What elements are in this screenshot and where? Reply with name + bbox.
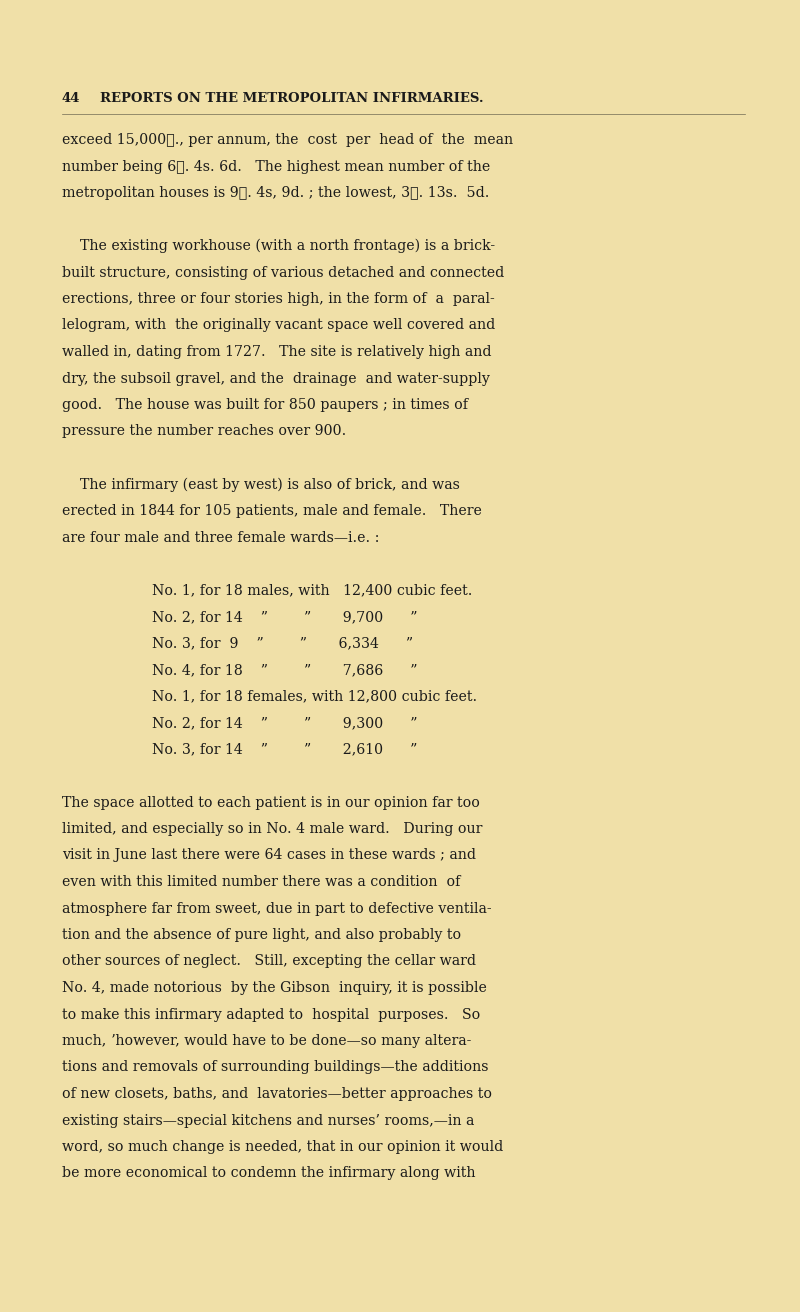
Text: erections, three or four stories high, in the form of  a  paral-: erections, three or four stories high, i… (62, 293, 494, 306)
Text: word, so much change is needed, that in our opinion it would: word, so much change is needed, that in … (62, 1140, 503, 1155)
Text: limited, and especially so in No. 4 male ward.   During our: limited, and especially so in No. 4 male… (62, 823, 482, 836)
Text: tions and removals of surrounding buildings—the additions: tions and removals of surrounding buildi… (62, 1060, 489, 1075)
Text: The existing workhouse (with a north frontage) is a brick-: The existing workhouse (with a north fro… (62, 239, 495, 253)
Text: existing stairs—special kitchens and nurses’ rooms,—in a: existing stairs—special kitchens and nur… (62, 1114, 474, 1127)
Text: No. 2, for 14    ”        ”       9,700      ”: No. 2, for 14 ” ” 9,700 ” (152, 610, 418, 625)
Text: of new closets, baths, and  lavatories—better approaches to: of new closets, baths, and lavatories—be… (62, 1088, 492, 1101)
Text: No. 4, made notorious  by the Gibson  inquiry, it is possible: No. 4, made notorious by the Gibson inqu… (62, 981, 487, 994)
Text: No. 3, for  9    ”        ”       6,334      ”: No. 3, for 9 ” ” 6,334 ” (152, 636, 413, 651)
Text: even with this limited number there was a condition  of: even with this limited number there was … (62, 875, 460, 890)
Text: REPORTS ON THE METROPOLITAN INFIRMARIES.: REPORTS ON THE METROPOLITAN INFIRMARIES. (100, 92, 484, 105)
Text: walled in, dating from 1727.   The site is relatively high and: walled in, dating from 1727. The site is… (62, 345, 491, 359)
Text: exceed 15,000ℓ., per annum, the  cost  per  head of  the  mean: exceed 15,000ℓ., per annum, the cost per… (62, 133, 513, 147)
Text: are four male and three female wards—i.e. :: are four male and three female wards—i.e… (62, 530, 379, 544)
Text: No. 2, for 14    ”        ”       9,300      ”: No. 2, for 14 ” ” 9,300 ” (152, 716, 418, 729)
Text: The space allotted to each patient is in our opinion far too: The space allotted to each patient is in… (62, 795, 480, 810)
Text: tion and the absence of pure light, and also probably to: tion and the absence of pure light, and … (62, 928, 461, 942)
Text: No. 1, for 18 males, with   12,400 cubic feet.: No. 1, for 18 males, with 12,400 cubic f… (152, 584, 472, 597)
Text: erected in 1844 for 105 patients, male and female.   There: erected in 1844 for 105 patients, male a… (62, 504, 482, 518)
Text: atmosphere far from sweet, due in part to defective ventila-: atmosphere far from sweet, due in part t… (62, 901, 492, 916)
Text: number being 6ℓ. 4s. 6d.   The highest mean number of the: number being 6ℓ. 4s. 6d. The highest mea… (62, 160, 490, 173)
Text: No. 3, for 14    ”        ”       2,610      ”: No. 3, for 14 ” ” 2,610 ” (152, 743, 418, 757)
Text: The infirmary (east by west) is also of brick, and was: The infirmary (east by west) is also of … (62, 478, 460, 492)
Text: dry, the subsoil gravel, and the  drainage  and water-supply: dry, the subsoil gravel, and the drainag… (62, 371, 490, 386)
Text: much, ʼhowever, would have to be done—so many altera-: much, ʼhowever, would have to be done—so… (62, 1034, 471, 1048)
Text: No. 1, for 18 females, with 12,800 cubic feet.: No. 1, for 18 females, with 12,800 cubic… (152, 690, 477, 703)
Text: to make this infirmary adapted to  hospital  purposes.   So: to make this infirmary adapted to hospit… (62, 1008, 480, 1022)
Text: No. 4, for 18    ”        ”       7,686      ”: No. 4, for 18 ” ” 7,686 ” (152, 663, 418, 677)
Text: good.   The house was built for 850 paupers ; in times of: good. The house was built for 850 pauper… (62, 398, 468, 412)
Text: other sources of neglect.   Still, excepting the cellar ward: other sources of neglect. Still, excepti… (62, 955, 476, 968)
Text: built structure, consisting of various detached and connected: built structure, consisting of various d… (62, 265, 504, 279)
Text: lelogram, with  the originally vacant space well covered and: lelogram, with the originally vacant spa… (62, 319, 495, 332)
Text: 44: 44 (62, 92, 81, 105)
Text: pressure the number reaches over 900.: pressure the number reaches over 900. (62, 425, 346, 438)
Text: visit in June last there were 64 cases in these wards ; and: visit in June last there were 64 cases i… (62, 849, 476, 862)
Text: metropolitan houses is 9ℓ. 4s, 9d. ; the lowest, 3ℓ. 13s.  5d.: metropolitan houses is 9ℓ. 4s, 9d. ; the… (62, 186, 490, 199)
Text: be more economical to condemn the infirmary along with: be more economical to condemn the infirm… (62, 1166, 475, 1181)
